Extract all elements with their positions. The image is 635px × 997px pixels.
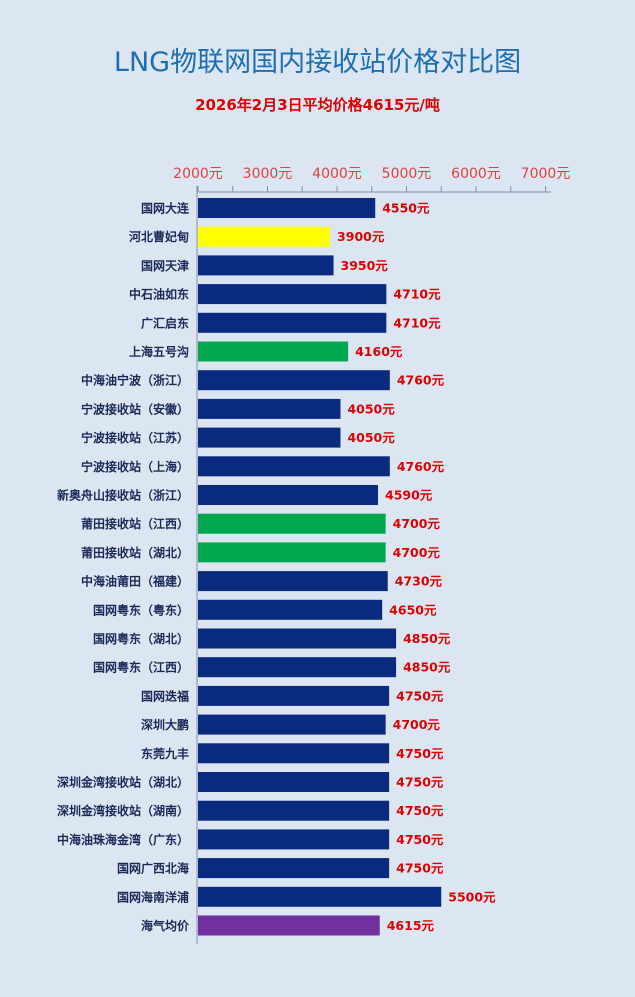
bar bbox=[198, 743, 390, 764]
category-label: 广汇启东 bbox=[141, 315, 189, 330]
x-tick-label: 4000元 bbox=[312, 166, 362, 182]
data-label: 4160元 bbox=[355, 344, 403, 359]
bar bbox=[198, 915, 380, 936]
bar bbox=[198, 599, 383, 620]
category-label: 宁波接收站（安徽） bbox=[81, 401, 189, 416]
bar bbox=[198, 485, 379, 505]
category-label: 国网迭福 bbox=[141, 688, 189, 703]
category-label: 河北曹妃甸 bbox=[128, 229, 189, 244]
category-label: 深圳大鹏 bbox=[141, 717, 189, 732]
category-label: 东莞九丰 bbox=[141, 746, 189, 761]
category-label: 莆田接收站（湖北） bbox=[81, 545, 189, 560]
x-tick-label: 7000元 bbox=[521, 166, 571, 182]
data-label: 4710元 bbox=[393, 315, 441, 330]
x-tick-label: 5000元 bbox=[382, 166, 432, 182]
category-label: 海气均价 bbox=[141, 918, 190, 933]
category-label: 国网天津 bbox=[141, 258, 189, 273]
bar bbox=[198, 398, 341, 419]
data-label: 4700元 bbox=[393, 717, 441, 732]
x-tick-label: 6000元 bbox=[451, 166, 501, 182]
bar bbox=[198, 772, 390, 792]
data-label: 4750元 bbox=[396, 746, 444, 761]
category-label: 国网粤东（江西） bbox=[93, 660, 189, 675]
data-label: 3900元 bbox=[337, 229, 385, 244]
category-label: 国网广西北海 bbox=[117, 861, 189, 876]
category-label: 莆田接收站（江西） bbox=[81, 516, 189, 531]
data-label: 4550元 bbox=[382, 201, 430, 216]
category-label: 国网海南洋浦 bbox=[117, 889, 189, 904]
category-label: 中海油珠海金湾（广东） bbox=[57, 832, 189, 847]
bar bbox=[198, 800, 390, 821]
category-label: 国网粤东（粤东） bbox=[93, 602, 189, 617]
data-label: 3950元 bbox=[341, 258, 389, 273]
data-label: 4750元 bbox=[396, 775, 444, 790]
bar bbox=[198, 226, 331, 247]
bar bbox=[198, 829, 390, 850]
bar bbox=[198, 542, 386, 563]
data-label: 4710元 bbox=[393, 287, 441, 302]
data-label: 4750元 bbox=[396, 832, 444, 847]
bar bbox=[198, 341, 349, 362]
bar bbox=[198, 513, 386, 534]
x-tick-label: 3000元 bbox=[243, 166, 293, 182]
data-label: 4700元 bbox=[393, 545, 441, 560]
category-label: 中海油宁波（浙江） bbox=[81, 373, 189, 388]
data-label: 4750元 bbox=[396, 803, 444, 818]
data-label: 4050元 bbox=[347, 401, 395, 416]
data-label: 4730元 bbox=[395, 574, 443, 589]
bar bbox=[198, 571, 388, 592]
x-tick-label: 2000元 bbox=[173, 166, 223, 182]
category-label: 新奥舟山接收站（浙江） bbox=[57, 488, 189, 503]
data-label: 4700元 bbox=[393, 516, 441, 531]
category-label: 宁波接收站（江苏） bbox=[81, 430, 189, 445]
bar bbox=[198, 370, 390, 391]
category-label: 中石油如东 bbox=[129, 287, 189, 302]
bar bbox=[198, 312, 387, 333]
bar bbox=[198, 858, 390, 879]
bar bbox=[198, 685, 390, 706]
bar bbox=[198, 284, 387, 305]
bar bbox=[198, 886, 442, 907]
data-label: 4760元 bbox=[397, 373, 445, 388]
bar bbox=[198, 255, 334, 276]
bar bbox=[198, 714, 386, 735]
category-label: 中海油莆田（福建） bbox=[81, 574, 189, 589]
data-label: 4850元 bbox=[403, 660, 451, 675]
data-label: 4750元 bbox=[396, 688, 444, 703]
chart-subtitle: 2026年2月3日平均价格4615元/吨 bbox=[195, 96, 440, 114]
bar bbox=[198, 657, 397, 678]
category-label: 深圳金湾接收站（湖北） bbox=[57, 775, 189, 790]
category-label: 深圳金湾接收站（湖南） bbox=[57, 803, 189, 818]
data-label: 4590元 bbox=[385, 488, 433, 503]
bar bbox=[198, 628, 397, 649]
category-label: 国网大连 bbox=[141, 201, 190, 216]
bar bbox=[198, 427, 341, 448]
bar bbox=[198, 198, 376, 218]
data-label: 4750元 bbox=[396, 861, 444, 876]
category-label: 国网粤东（湖北） bbox=[93, 631, 189, 646]
category-label: 宁波接收站（上海） bbox=[81, 459, 189, 474]
data-label: 4650元 bbox=[389, 602, 437, 617]
category-label: 上海五号沟 bbox=[129, 344, 189, 359]
data-label: 4850元 bbox=[403, 631, 451, 646]
data-label: 5500元 bbox=[448, 889, 496, 904]
data-label: 4615元 bbox=[387, 918, 435, 933]
data-label: 4050元 bbox=[347, 430, 395, 445]
data-label: 4760元 bbox=[397, 459, 445, 474]
bar bbox=[198, 456, 390, 477]
chart-title: LNG物联网国内接收站价格对比图 bbox=[113, 47, 522, 78]
